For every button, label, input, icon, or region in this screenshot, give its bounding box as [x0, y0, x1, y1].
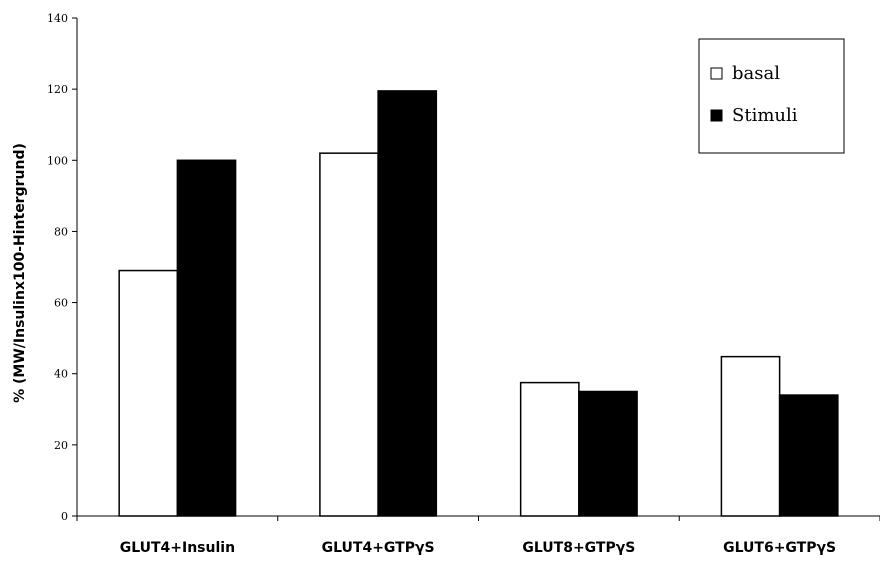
- y-tick-label: 140: [47, 12, 68, 25]
- y-tick-label: 0: [61, 510, 68, 523]
- x-tick-label: GLUT4+GTPγS: [322, 540, 435, 556]
- bars: [118, 90, 839, 517]
- legend-label-basal: basal: [732, 63, 780, 84]
- legend-label-stimuli: Stimuli: [732, 105, 798, 126]
- y-axis: 0 20 40 60 80 100 120 140: [47, 12, 78, 523]
- y-tick-label: 120: [47, 83, 68, 96]
- y-tick-label: 60: [54, 297, 68, 310]
- x-tick-label: GLUT6+GTPγS: [723, 540, 836, 556]
- y-axis-label: % (MW/Insulinx100-Hintergrund): [12, 143, 28, 403]
- x-tick-label: GLUT8+GTPγS: [522, 540, 635, 556]
- category-labels: GLUT4+Insulin GLUT4+GTPγS GLUT8+GTPγS GLUT6…: [120, 540, 836, 556]
- legend-box: [698, 38, 845, 154]
- bar-stimuli-1: [377, 90, 438, 517]
- legend-swatch-basal: [710, 67, 723, 80]
- y-tick-label: 100: [47, 154, 68, 167]
- y-tick-label: 80: [54, 225, 68, 238]
- bar-stimuli-3: [778, 394, 839, 517]
- y-tick-label: 40: [54, 368, 68, 381]
- y-tick-label: 20: [54, 439, 68, 452]
- x-tick-label: GLUT4+Insulin: [120, 540, 235, 556]
- bar-basal-0: [118, 269, 179, 517]
- bar-basal-2: [519, 381, 580, 517]
- bar-basal-3: [720, 355, 781, 517]
- bar-basal-1: [319, 152, 379, 517]
- legend: basal Stimuli: [698, 38, 845, 154]
- bar-stimuli-2: [578, 390, 638, 517]
- bar-stimuli-0: [176, 159, 237, 517]
- legend-swatch-stimuli: [710, 109, 723, 122]
